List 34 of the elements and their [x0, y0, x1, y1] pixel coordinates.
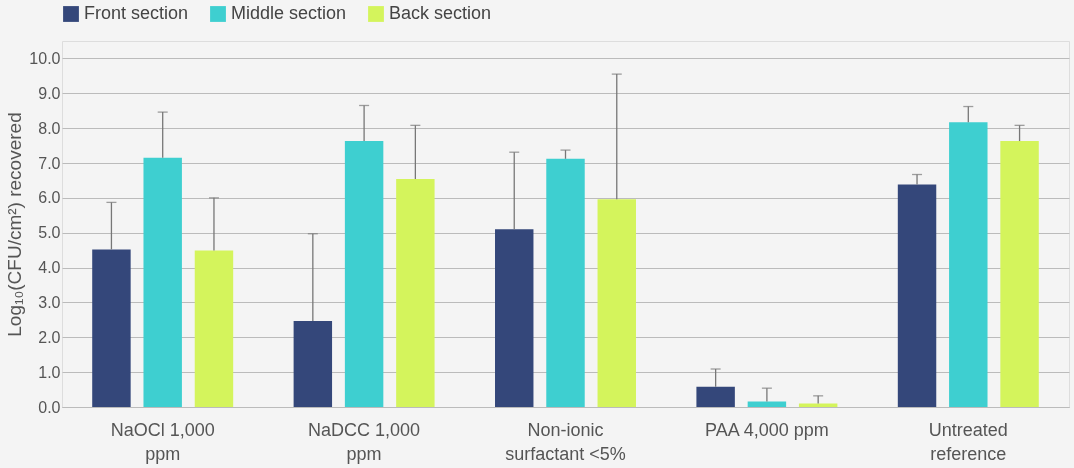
y-tick-label: 6.0 [38, 189, 61, 207]
bar [344, 141, 384, 407]
x-tick-label: PAA 4,000 ppm [705, 419, 829, 440]
bar [194, 250, 234, 407]
bar [747, 401, 787, 407]
bar [495, 229, 534, 407]
bar [897, 184, 937, 407]
bar [696, 386, 735, 407]
y-tick-label: 0.0 [38, 398, 61, 416]
bar [546, 158, 585, 407]
y-tick-label: 2.0 [38, 328, 61, 346]
bar [1000, 141, 1039, 407]
y-axis-title: Log₁₀(CFU/cm²) recovered [4, 112, 26, 337]
x-tick-label: Untreated reference [928, 419, 1008, 464]
y-tick-label: 5.0 [38, 224, 61, 242]
y-tick-label: 4.0 [38, 259, 61, 277]
y-tick-label: 3.0 [38, 293, 61, 311]
y-tick-label: 7.0 [38, 154, 61, 172]
y-tick-label: 1.0 [38, 363, 61, 381]
x-tick-label: NaOCl 1,000 ppm [110, 419, 215, 464]
x-tick-label: Non-ionic surfactant <5% [505, 419, 626, 464]
y-tick-label: 9.0 [38, 84, 61, 102]
x-tick-label: NaDCC 1,000 ppm [308, 419, 421, 464]
y-tick-label: 10.0 [29, 49, 61, 67]
legend-label: Front section [84, 3, 189, 23]
legend-label: Middle section [231, 3, 347, 23]
bar [396, 179, 435, 407]
bar [597, 199, 636, 407]
y-tick-label: 8.0 [38, 119, 61, 137]
legend-label: Back section [389, 3, 492, 23]
bar [949, 122, 988, 407]
bar [293, 320, 333, 407]
bar [92, 249, 131, 407]
bar [143, 157, 182, 407]
